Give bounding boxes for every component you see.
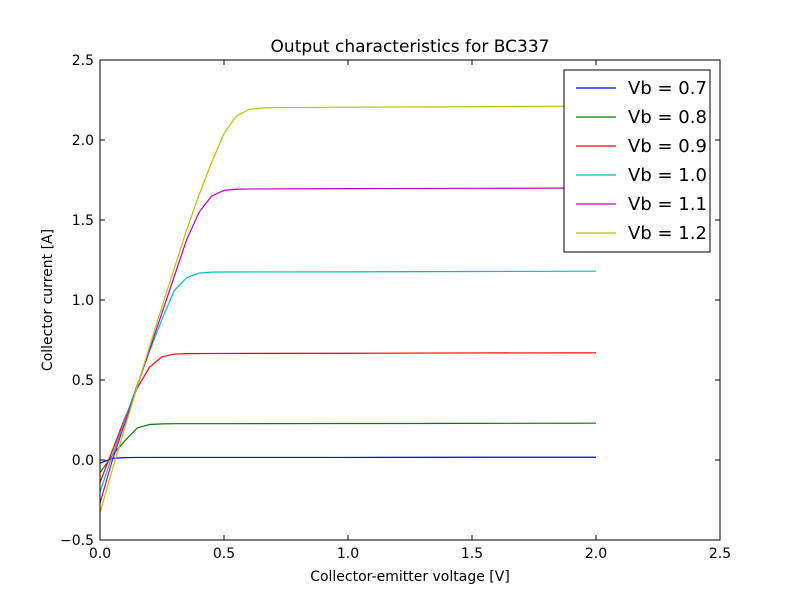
y-tick-label: 2.0 — [72, 133, 94, 149]
series-line-6 — [100, 105, 597, 513]
series-line-5 — [100, 187, 597, 504]
series-line-4 — [100, 270, 597, 493]
plot-area — [100, 105, 597, 513]
series-line-3 — [100, 352, 597, 483]
x-tick-label: 2.5 — [709, 546, 731, 562]
legend-label-4: Vb = 1.0 — [628, 165, 707, 186]
legend-label-1: Vb = 0.7 — [628, 78, 707, 99]
x-tick-label: 1.0 — [337, 546, 359, 562]
x-tick-label: 2.0 — [585, 546, 607, 562]
legend-label-2: Vb = 0.8 — [628, 107, 707, 128]
y-tick-label: −0.5 — [60, 533, 94, 549]
series-line-1 — [100, 456, 596, 464]
axis-ticks: 0.0 0.5 1.0 1.5 2.0 2.5−0.50.00.51.01.52.02.5 — [60, 53, 731, 562]
x-tick-label: 0.5 — [213, 546, 235, 562]
series-line-2 — [100, 422, 597, 474]
y-tick-label: 0.0 — [72, 453, 94, 469]
y-tick-label: 1.5 — [72, 213, 94, 229]
x-axis-label: Collector-emitter voltage [V] — [310, 569, 510, 585]
x-tick-label: 1.5 — [461, 546, 483, 562]
x-tick-label: 0.0 — [89, 546, 111, 562]
legend-label-6: Vb = 1.2 — [628, 223, 707, 244]
legend-box — [563, 69, 711, 253]
legend-label-3: Vb = 0.9 — [628, 136, 707, 157]
y-axis-label: Collector current [A] — [40, 229, 56, 371]
chart-title: Output characteristics for BC337 — [271, 37, 550, 57]
y-tick-label: 2.5 — [72, 53, 94, 69]
legend-label-5: Vb = 1.1 — [628, 194, 707, 215]
legend: Vb = 0.7 Vb = 0.8 Vb = 0.9 Vb = 1.0 Vb = 1.1… — [563, 69, 711, 253]
y-tick-label: 0.5 — [72, 373, 94, 389]
y-tick-label: 1.0 — [72, 293, 94, 309]
